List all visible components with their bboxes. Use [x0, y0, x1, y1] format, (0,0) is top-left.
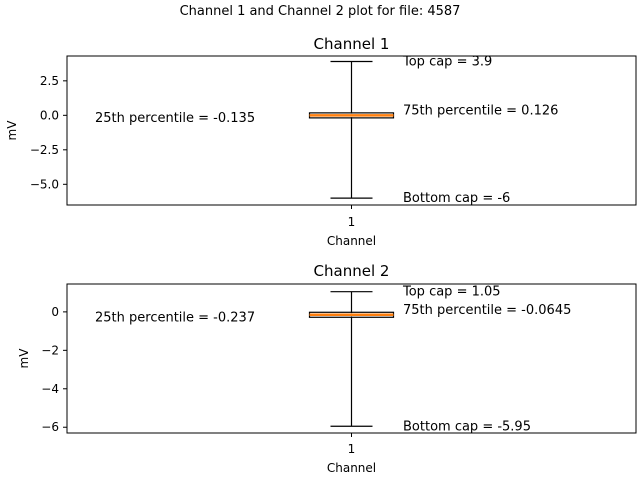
x-axis-label: Channel: [327, 461, 376, 475]
y-tick-label: −6: [41, 420, 59, 434]
top-cap-annotation: Top cap = 1.05: [402, 285, 501, 300]
p75-annotation: 75th percentile = 0.126: [403, 104, 558, 119]
y-axis-label: mV: [17, 348, 31, 369]
y-tick-label: −2.5: [30, 143, 59, 157]
y-tick-label: −5.0: [30, 177, 59, 191]
subplot-channel-1: Channel 1 2.5 0.0 −2.5 −5.0 1 Channel mV Top cap…: [5, 35, 637, 248]
x-tick-label: 1: [348, 442, 356, 456]
subplot-channel-2: Channel 2 0 −2 −4 −6 1 Channel mV Top cap = 1.05…: [17, 262, 637, 475]
p25-annotation: 25th percentile = -0.135: [95, 111, 255, 126]
top-cap-annotation: Top cap = 3.9: [402, 55, 492, 70]
y-axis-label: mV: [5, 120, 19, 141]
x-tick-label: 1: [348, 215, 356, 229]
y-tick-label: 0.0: [40, 108, 59, 122]
subplot-title: Channel 1: [314, 35, 390, 53]
subplot-title: Channel 2: [314, 262, 390, 280]
figure-title: Channel 1 and Channel 2 plot for file: 4…: [180, 4, 461, 19]
bottom-cap-annotation: Bottom cap = -5.95: [403, 419, 531, 434]
p75-annotation: 75th percentile = -0.0645: [403, 303, 571, 318]
y-tick-label: 0: [51, 305, 59, 319]
y-tick-label: −4: [41, 382, 59, 396]
bottom-cap-annotation: Bottom cap = -6: [403, 191, 510, 206]
y-tick-label: 2.5: [40, 74, 59, 88]
y-tick-label: −2: [41, 343, 59, 357]
p25-annotation: 25th percentile = -0.237: [95, 310, 255, 325]
x-axis-label: Channel: [327, 234, 376, 248]
